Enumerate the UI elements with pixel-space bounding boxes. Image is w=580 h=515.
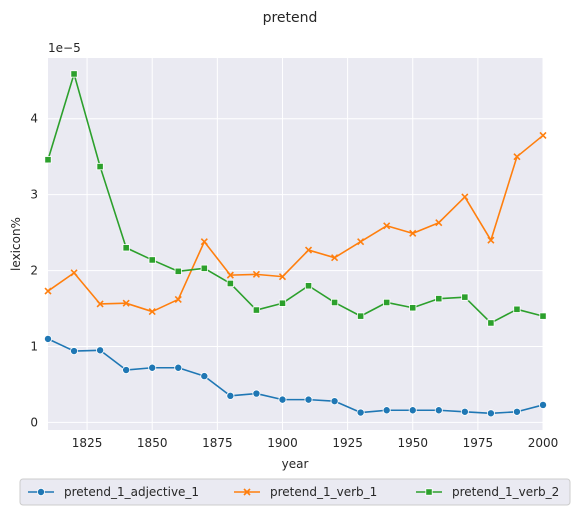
legend-label: pretend_1_verb_1 [270,485,377,499]
data-point [461,193,469,201]
y-scale-label: 1e−5 [48,41,81,55]
data-point [383,298,391,307]
y-tick-label: 0 [30,415,38,429]
series-pretend_1_verb_2 [44,70,547,327]
data-point [226,271,234,279]
data-point [512,407,521,416]
series-line [47,73,544,324]
data-point [539,131,547,140]
x-tick-label: 1900 [267,436,298,450]
y-tick-label: 3 [30,188,38,202]
grid [48,58,544,430]
data-point [96,162,104,171]
x-tick-label: 1925 [332,436,363,450]
data-point [148,308,156,316]
data-point [487,319,495,327]
legend-label: pretend_1_verb_2 [452,485,559,499]
data-point [278,395,287,404]
data-point [44,334,53,343]
y-tick-label: 1 [30,339,38,353]
legend-item: pretend_1_verb_2 [416,485,559,499]
data-point [148,363,157,372]
y-axis-label: lexicon% [9,217,23,271]
data-point [174,267,182,275]
data-point [70,70,78,78]
data-point [226,391,235,400]
x-tick-label: 1950 [397,436,428,450]
data-point [44,156,52,164]
data-point [460,407,469,416]
data-point [435,295,443,303]
x-tick-label: 1825 [72,436,103,450]
legend-marker [425,488,433,496]
data-point [513,305,521,313]
data-point [486,409,495,418]
data-point [200,372,209,381]
legend: pretend_1_adjective_1 pretend_1_verb_1 pre… [19,478,571,506]
data-point [278,273,287,281]
data-point [330,397,339,406]
x-tick-label: 2000 [528,436,559,450]
legend-marker [37,487,46,496]
data-point [96,300,104,308]
data-point [200,264,208,272]
data-point [278,299,287,307]
data-point [357,238,365,246]
data-point [408,406,417,415]
data-point [122,299,130,307]
data-point [487,236,495,244]
x-tick-label: 1875 [202,436,233,450]
data-point [330,298,339,307]
data-point [435,219,443,227]
data-point [174,363,183,372]
data-point [200,238,208,246]
x-tick-label: 1975 [463,436,494,450]
series-pretend_1_verb_1 [44,131,547,316]
data-point [434,406,443,415]
series-layer [44,70,548,418]
data-point [304,282,313,290]
data-point [357,312,365,320]
series-pretend_1_adjective_1 [44,334,548,418]
legend-box [19,478,571,506]
data-point [539,400,548,409]
data-point [383,222,391,230]
data-point [96,346,105,355]
series-line [47,338,544,415]
plot-area [48,58,543,430]
data-point [44,287,52,295]
legend-item: pretend_1_verb_1 [234,485,377,499]
chart-title: pretend [263,10,318,26]
data-point [539,312,547,320]
data-point [461,293,469,301]
data-point [174,295,182,303]
data-point [70,347,79,356]
data-point [382,406,391,415]
data-point [122,244,130,252]
data-point [409,229,417,237]
data-point [304,395,313,404]
legend-label: pretend_1_adjective_1 [64,485,199,499]
data-point [148,256,156,264]
legend-item: pretend_1_adjective_1 [28,485,199,499]
axes-text: 1825 1850 1875 1900 1925 1950 1975 2000 0 1 2 3 4 [30,112,558,450]
data-point [122,366,131,375]
data-point [409,304,417,312]
x-tick-label: 1850 [137,436,168,450]
data-point [513,153,521,161]
data-point [70,269,78,277]
data-point [331,254,339,262]
legend-marker [243,488,251,496]
data-point [356,408,365,417]
data-point [252,306,261,314]
data-point [252,270,260,278]
data-point [252,389,261,398]
y-tick-label: 4 [30,112,38,126]
series-line [47,134,544,313]
data-point [226,279,234,288]
y-tick-label: 2 [30,264,38,278]
data-point [304,246,313,254]
x-axis-label: year [282,457,309,471]
